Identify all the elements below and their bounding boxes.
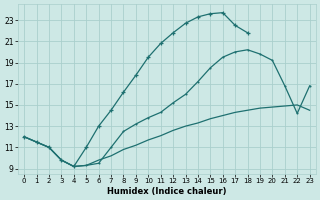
X-axis label: Humidex (Indice chaleur): Humidex (Indice chaleur) [107, 187, 227, 196]
